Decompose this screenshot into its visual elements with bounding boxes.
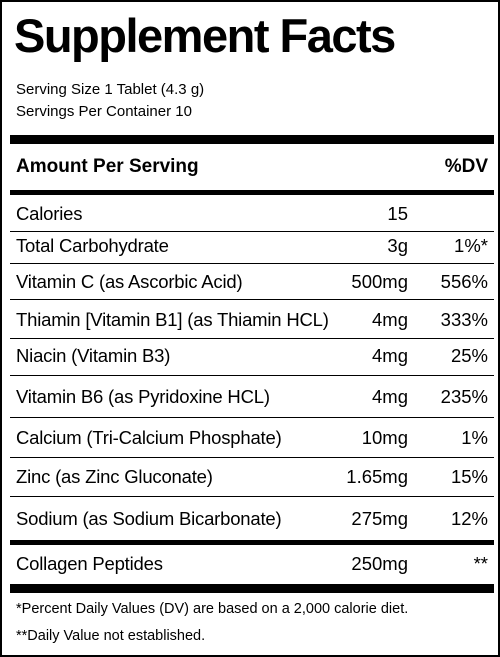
- nutrient-row-total-carbohydrate: Total Carbohydrate 3g 1%*: [16, 228, 488, 263]
- row-divider: [10, 496, 494, 497]
- nutrient-row-vitamin-b6: Vitamin B6 (as Pyridoxine HCL) 4mg 235%: [16, 379, 488, 414]
- nutrient-dv: 15%: [450, 466, 488, 487]
- nutrient-row-calories: Calories 15: [16, 196, 488, 231]
- nutrient-name: Vitamin B6 (as Pyridoxine HCL): [16, 386, 270, 407]
- nutrient-name: Collagen Peptides: [16, 553, 163, 574]
- header-rule: [10, 190, 494, 195]
- nutrient-amount: 275mg: [351, 508, 408, 529]
- servings-per-container: Servings Per Container 10: [16, 103, 192, 120]
- row-divider: [10, 417, 494, 418]
- nutrient-amount: 4mg: [372, 345, 408, 366]
- row-divider: [10, 263, 494, 264]
- dv-column-header: %DV: [444, 156, 488, 177]
- serving-size: Serving Size 1 Tablet (4.3 g): [16, 81, 205, 98]
- bottom-thick-rule: [10, 584, 494, 593]
- nutrient-row-thiamin: Thiamin [Vitamin B1] (as Thiamin HCL) 4m…: [16, 302, 488, 337]
- nutrient-name: Zinc (as Zinc Gluconate): [16, 466, 213, 487]
- nutrient-dv: 333%: [440, 309, 488, 330]
- nutrient-dv: 1%: [461, 427, 488, 448]
- nutrient-amount: 10mg: [361, 427, 408, 448]
- nutrient-dv: 25%: [450, 345, 488, 366]
- nutrient-row-niacin: Niacin (Vitamin B3) 4mg 25%: [16, 338, 488, 373]
- nutrient-name: Calories: [16, 203, 83, 224]
- footnote-percent-dv: *Percent Daily Values (DV) are based on …: [16, 601, 409, 617]
- nutrient-name: Total Carbohydrate: [16, 235, 169, 256]
- nutrient-dv: 1%*: [454, 235, 488, 256]
- footnote-dv-not-established: **Daily Value not established.: [16, 628, 206, 644]
- nutrient-row-zinc: Zinc (as Zinc Gluconate) 1.65mg 15%: [16, 459, 488, 494]
- nutrient-name: Niacin (Vitamin B3): [16, 345, 171, 366]
- nutrient-dv: 12%: [450, 508, 488, 529]
- nutrient-amount: 4mg: [372, 386, 408, 407]
- nutrient-row-vitamin-c: Vitamin C (as Ascorbic Acid) 500mg 556%: [16, 264, 488, 299]
- row-divider: [10, 375, 494, 376]
- nutrient-name: Thiamin [Vitamin B1] (as Thiamin HCL): [16, 309, 329, 330]
- panel-title: Supplement Facts: [14, 9, 396, 62]
- row-divider: [10, 457, 494, 458]
- nutrient-amount: 15: [387, 203, 408, 224]
- amount-per-serving-header: Amount Per Serving %DV: [16, 154, 488, 180]
- nutrient-dv: 235%: [440, 386, 488, 407]
- nutrient-name: Calcium (Tri-Calcium Phosphate): [16, 427, 282, 448]
- nutrient-name: Sodium (as Sodium Bicarbonate): [16, 508, 282, 529]
- row-divider: [10, 338, 494, 339]
- nutrient-dv: **: [473, 553, 488, 574]
- amount-per-serving-label: Amount Per Serving: [16, 156, 199, 177]
- nutrient-amount: 500mg: [351, 271, 408, 292]
- nutrient-row-calcium: Calcium (Tri-Calcium Phosphate) 10mg 1%: [16, 420, 488, 455]
- nutrient-row-collagen-peptides: Collagen Peptides 250mg **: [16, 546, 488, 581]
- nutrient-amount: 250mg: [351, 553, 408, 574]
- nutrient-amount: 3g: [387, 235, 408, 256]
- nutrient-dv: 556%: [440, 271, 488, 292]
- nutrient-name: Vitamin C (as Ascorbic Acid): [16, 271, 243, 292]
- top-thick-rule: [10, 135, 494, 144]
- proprietary-section-rule: [10, 540, 494, 545]
- row-divider: [10, 299, 494, 300]
- row-divider: [10, 231, 494, 232]
- nutrient-amount: 4mg: [372, 309, 408, 330]
- nutrient-row-sodium: Sodium (as Sodium Bicarbonate) 275mg 12%: [16, 501, 488, 536]
- nutrient-amount: 1.65mg: [346, 466, 408, 487]
